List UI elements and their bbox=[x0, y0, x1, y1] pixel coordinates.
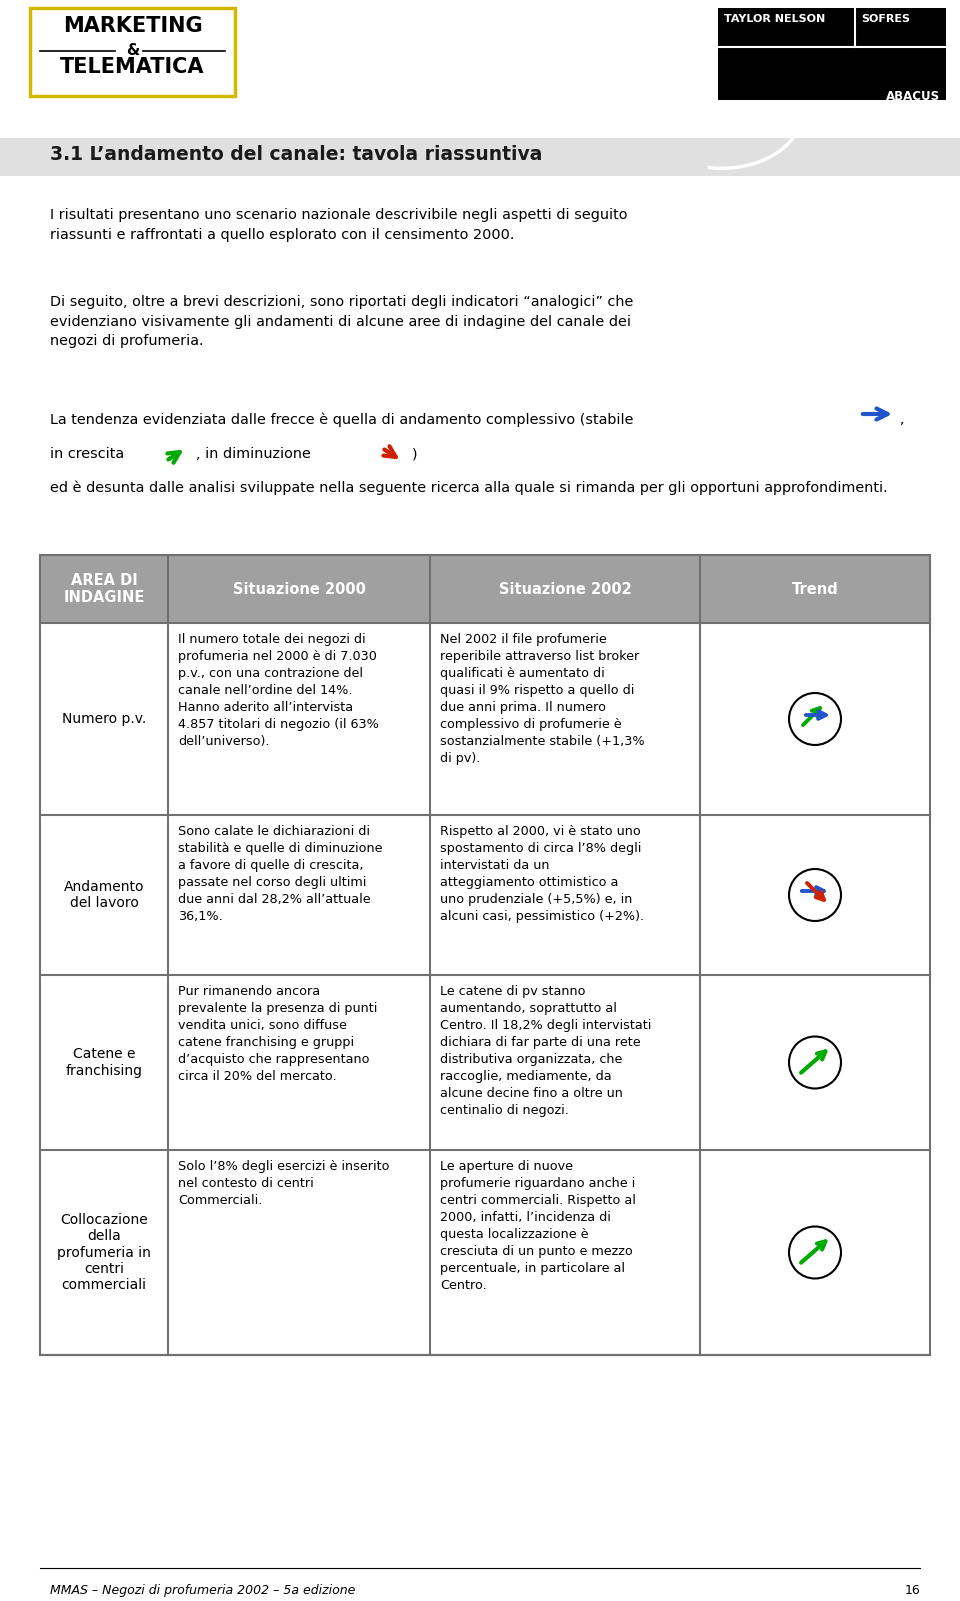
Text: Numero p.v.: Numero p.v. bbox=[61, 712, 146, 725]
Text: TAYLOR NELSON: TAYLOR NELSON bbox=[724, 14, 826, 24]
Text: Andamento
del lavoro: Andamento del lavoro bbox=[63, 881, 144, 909]
Text: Situazione 2002: Situazione 2002 bbox=[498, 581, 632, 597]
Text: Catene e
franchising: Catene e franchising bbox=[65, 1047, 142, 1077]
Text: Le catene di pv stanno
aumentando, soprattutto al
Centro. Il 18,2% degli intervi: Le catene di pv stanno aumentando, sopra… bbox=[440, 985, 652, 1117]
Text: I risultati presentano uno scenario nazionale descrivibile negli aspetti di segu: I risultati presentano uno scenario nazi… bbox=[50, 208, 628, 242]
Text: La tendenza evidenziata dalle frecce è quella di andamento complessivo (stabile: La tendenza evidenziata dalle frecce è q… bbox=[50, 411, 634, 426]
Bar bbox=[30, 8, 235, 96]
Bar bbox=[40, 556, 930, 623]
Text: Nel 2002 il file profumerie
reperibile attraverso list broker
qualificati è aume: Nel 2002 il file profumerie reperibile a… bbox=[440, 632, 644, 765]
Text: MMAS – Negozi di profumeria 2002 – 5a edizione: MMAS – Negozi di profumeria 2002 – 5a ed… bbox=[50, 1583, 355, 1598]
Text: Sono calate le dichiarazioni di
stabilità e quelle di diminuzione
a favore di qu: Sono calate le dichiarazioni di stabilit… bbox=[178, 825, 382, 924]
Text: TELEMATICA: TELEMATICA bbox=[60, 58, 204, 77]
Text: Il numero totale dei negozi di
profumeria nel 2000 è di 7.030
p.v., con una cont: Il numero totale dei negozi di profumeri… bbox=[178, 632, 379, 748]
Text: Pur rimanendo ancora
prevalente la presenza di punti
vendita unici, sono diffuse: Pur rimanendo ancora prevalente la prese… bbox=[178, 985, 377, 1082]
Bar bbox=[718, 8, 946, 99]
Text: in crescita: in crescita bbox=[50, 447, 124, 461]
Text: Collocazione
della
profumeria in
centri
commerciali: Collocazione della profumeria in centri … bbox=[57, 1214, 151, 1292]
Text: Le aperture di nuove
profumerie riguardano anche i
centri commerciali. Rispetto : Le aperture di nuove profumerie riguarda… bbox=[440, 1161, 636, 1292]
Text: &: & bbox=[126, 43, 139, 58]
Text: 3.1 L’andamento del canale: tavola riassuntiva: 3.1 L’andamento del canale: tavola riass… bbox=[50, 146, 542, 163]
Text: ,: , bbox=[900, 411, 904, 426]
Text: SOFRES: SOFRES bbox=[861, 14, 910, 24]
Text: Solo l’8% degli esercizi è inserito
nel contesto di centri
Commerciali.: Solo l’8% degli esercizi è inserito nel … bbox=[178, 1161, 390, 1207]
Bar bbox=[0, 138, 960, 176]
Text: MARKETING: MARKETING bbox=[62, 16, 203, 35]
Bar bbox=[40, 556, 930, 1354]
Text: Trend: Trend bbox=[792, 581, 838, 597]
Text: , in diminuzione: , in diminuzione bbox=[196, 447, 311, 461]
Text: ed è desunta dalle analisi sviluppate nella seguente ricerca alla quale si riman: ed è desunta dalle analisi sviluppate ne… bbox=[50, 480, 888, 495]
Text: ABACUS: ABACUS bbox=[886, 90, 940, 102]
Text: ): ) bbox=[412, 447, 418, 461]
Text: 16: 16 bbox=[904, 1583, 920, 1598]
Text: Situazione 2000: Situazione 2000 bbox=[232, 581, 366, 597]
Text: Rispetto al 2000, vi è stato uno
spostamento di circa l’8% degli
intervistati da: Rispetto al 2000, vi è stato uno spostam… bbox=[440, 825, 644, 924]
Text: AREA DI
INDAGINE: AREA DI INDAGINE bbox=[63, 573, 145, 605]
Text: Di seguito, oltre a brevi descrizioni, sono riportati degli indicatori “analogic: Di seguito, oltre a brevi descrizioni, s… bbox=[50, 295, 634, 347]
